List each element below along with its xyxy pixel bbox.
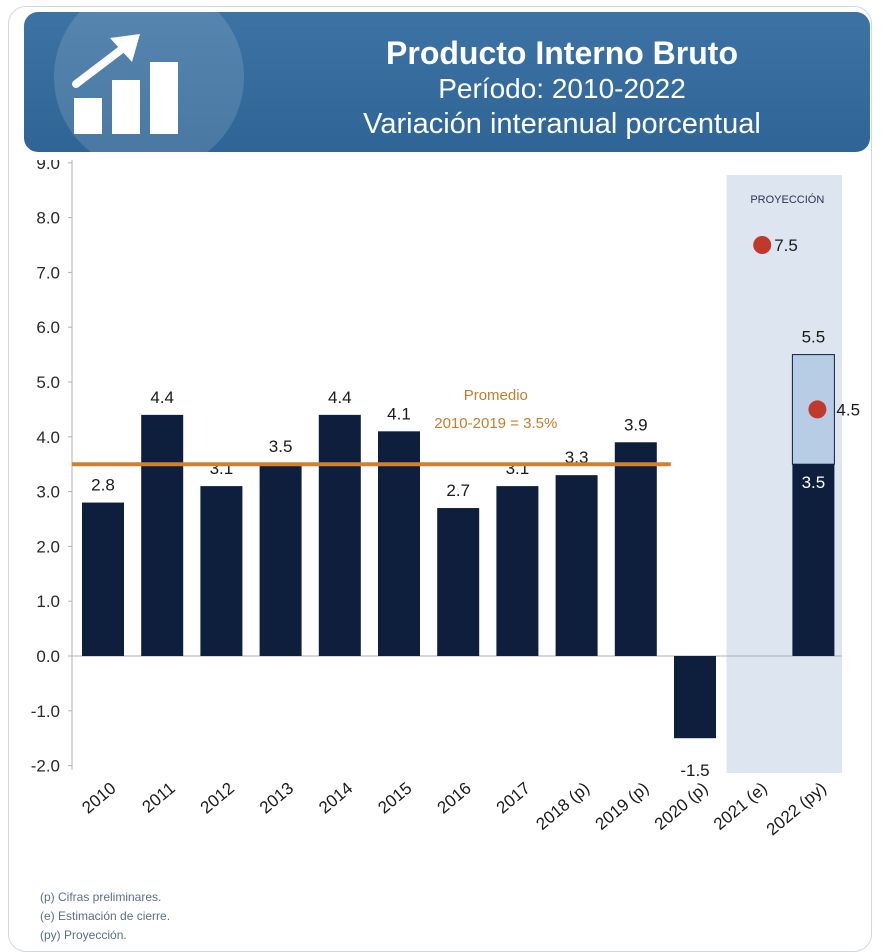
y-tick-label: 9.0 (36, 160, 60, 173)
footnote: (e) Estimación de cierre. (40, 909, 171, 923)
y-tick-label: 7.0 (36, 263, 60, 282)
bar-value-label: 3.1 (506, 459, 530, 478)
x-tick-label: 2015 (374, 779, 415, 818)
bar-value-label: -1.5 (680, 761, 709, 780)
projection-point-label: 7.5 (774, 236, 798, 255)
chart-title: Producto Interno Bruto (386, 35, 738, 71)
x-tick-label: 2012 (197, 779, 238, 818)
y-tick-label: 3.0 (36, 483, 60, 502)
average-label-line2: 2010-2019 = 3.5% (434, 415, 557, 432)
bar (378, 431, 420, 656)
x-tick-label: 2017 (493, 779, 534, 818)
footnotes: (p) Cifras preliminares. (e) Estimación … (40, 888, 170, 945)
x-tick-label: 2014 (315, 779, 356, 818)
y-tick-label: -2.0 (31, 757, 60, 776)
y-tick-label: 1.0 (36, 592, 60, 611)
bar (674, 656, 716, 739)
chart-subtitle: Variación interanual porcentual (363, 108, 761, 140)
projection-range-label: 5.5 (802, 328, 826, 347)
bar-value-label: 2.7 (446, 481, 470, 500)
x-tick-label: 2013 (256, 779, 297, 818)
y-tick-label: 0.0 (36, 647, 60, 666)
bar-value-label: 3.5 (802, 473, 826, 492)
y-tick-label: 2.0 (36, 537, 60, 556)
x-tick-label: 2010 (78, 779, 119, 818)
footnote: (p) Cifras preliminares. (40, 890, 162, 904)
x-tick-label: 2021 (e) (710, 779, 771, 834)
y-tick-label: 6.0 (36, 318, 60, 337)
x-tick-label: 2022 (py) (763, 779, 830, 840)
x-tick-label: 2020 (p) (651, 779, 712, 834)
bar-value-label: 3.9 (624, 415, 648, 434)
x-tick-label: 2011 (139, 779, 179, 817)
bar (496, 486, 539, 656)
bar (792, 464, 835, 656)
bar-value-label: 3.5 (269, 437, 293, 456)
x-tick-label: 2016 (434, 779, 475, 818)
chart-title-block: Producto Interno Bruto Período: 2010-202… (274, 34, 850, 142)
bar (82, 502, 124, 656)
bar-value-label: 4.4 (150, 388, 174, 407)
average-label-line1: Promedio (464, 387, 528, 404)
projection-point-label: 4.5 (836, 400, 860, 419)
bar (259, 464, 302, 656)
bar-value-label: 4.4 (328, 388, 352, 407)
bar (437, 508, 480, 656)
bar-value-label: 4.1 (387, 404, 411, 423)
bar (318, 414, 361, 656)
bar-value-label: 3.1 (210, 459, 234, 478)
y-tick-label: 8.0 (36, 209, 60, 228)
chart-period: Período: 2010-2022 (438, 73, 686, 104)
footnote: (py) Proyección. (40, 928, 127, 942)
projection-label: PROYECCIÓN (750, 193, 824, 206)
x-tick-label: 2019 (p) (592, 779, 653, 834)
y-tick-label: -1.0 (31, 702, 60, 721)
bar-value-label: 2.8 (91, 476, 115, 495)
header-banner: Producto Interno Bruto Período: 2010-202… (24, 12, 870, 152)
x-tick-label: 2018 (p) (532, 779, 593, 834)
y-tick-label: 5.0 (36, 373, 60, 392)
projection-point (753, 236, 772, 254)
projection-point (808, 400, 827, 419)
growth-bars-arrow-icon (72, 34, 178, 134)
y-tick-label: 4.0 (36, 428, 60, 447)
bar (141, 414, 184, 656)
bar (200, 486, 243, 656)
bar (614, 442, 657, 656)
bar (555, 475, 598, 656)
bar-chart: PROYECCIÓN 9.0 8.0 7.0 6.0 5.0 4.0 3.0 2.0 1.0 0.0… (31, 160, 860, 840)
